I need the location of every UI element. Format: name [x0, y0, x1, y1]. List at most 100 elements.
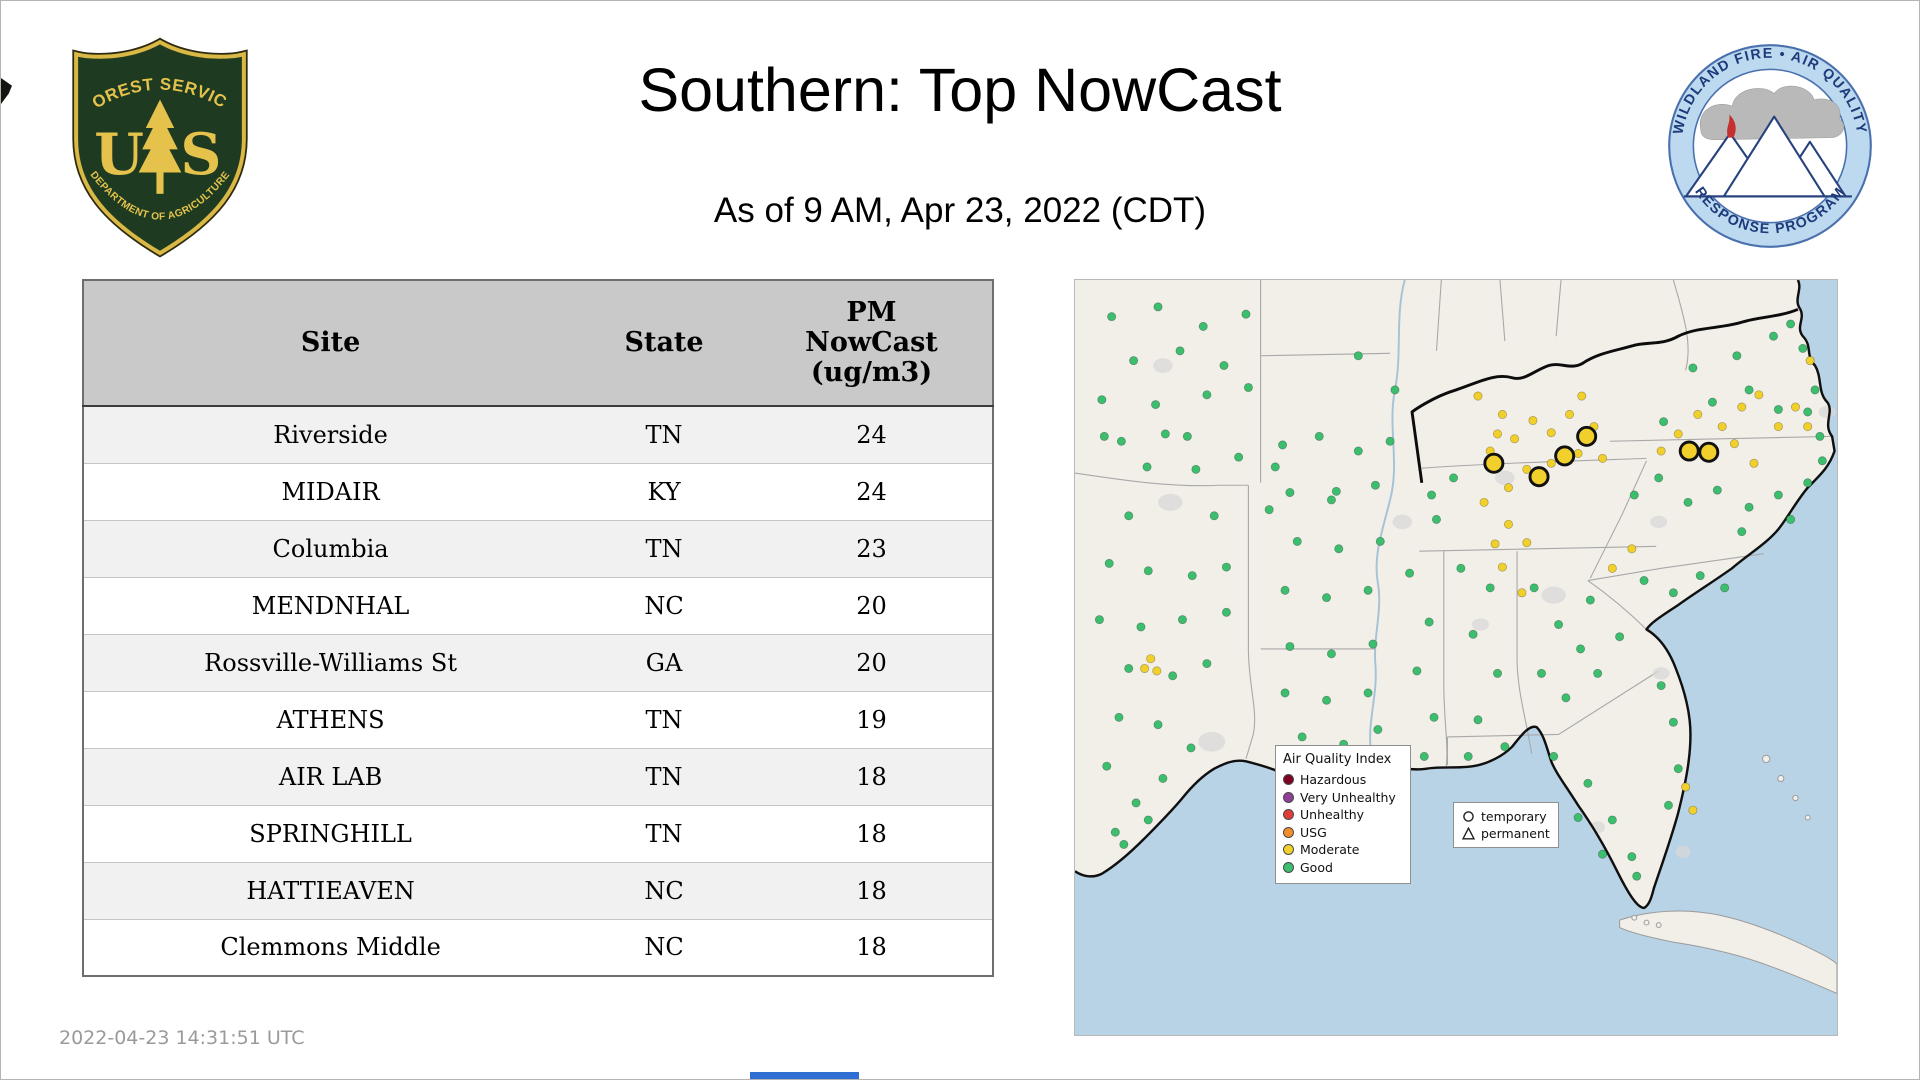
good-monitor-dot	[1529, 583, 1539, 593]
good-monitor-dot	[1187, 571, 1197, 581]
aqi-legend-item: Moderate	[1283, 841, 1403, 859]
aqi-color-swatch	[1283, 826, 1294, 838]
page-subtitle: As of 9 AM, Apr 23, 2022 (CDT)	[713, 191, 1207, 230]
moderate-monitor-dot	[1573, 448, 1583, 458]
good-monitor-dot	[1412, 666, 1422, 676]
good-monitor-dot	[1375, 536, 1385, 546]
aqi-color-swatch	[1283, 809, 1294, 821]
aqi-legend-label: Good	[1300, 859, 1333, 875]
moderate-monitor-dot	[1522, 464, 1532, 474]
table-header-row: Site State PM NowCast (ug/m3)	[83, 280, 993, 407]
good-monitor-dot	[1221, 607, 1231, 617]
table-row: HATTIEAVEN NC 18	[83, 861, 993, 919]
site-cell: SPRINGHILL	[83, 804, 578, 862]
site-column-header: Site	[83, 280, 578, 407]
aqi-legend-item: Hazardous	[1283, 771, 1403, 789]
good-monitor-dot	[1468, 629, 1478, 639]
moderate-monitor-dot	[1688, 805, 1698, 815]
good-monitor-dot	[1191, 464, 1201, 474]
good-monitor-dot	[1182, 431, 1192, 441]
pm-value-cell: 18	[750, 918, 993, 976]
state-cell: TN	[577, 690, 751, 748]
good-monitor-dot	[1202, 390, 1212, 400]
marker-legend-label: temporary	[1481, 809, 1547, 824]
aqi-legend-title: Air Quality Index	[1283, 752, 1392, 767]
good-monitor-dot	[1656, 681, 1666, 691]
good-monitor-dot	[1285, 488, 1295, 498]
good-monitor-dot	[1786, 514, 1796, 524]
good-monitor-dot	[1585, 595, 1595, 605]
triangle-marker-icon	[1462, 827, 1475, 840]
aqi-legend-item: Good	[1283, 859, 1403, 877]
moderate-monitor-dot	[1693, 409, 1703, 419]
good-monitor-dot	[1668, 717, 1678, 727]
pine-tree-icon	[138, 99, 182, 194]
good-monitor-dot	[1720, 583, 1730, 593]
good-monitor-dot	[1243, 382, 1253, 393]
left-edge-artifact	[1, 78, 12, 104]
pm-value-cell: 20	[750, 576, 993, 634]
moderate-monitor-dot	[1717, 422, 1727, 432]
good-monitor-dot	[1102, 761, 1112, 771]
good-monitor-dot	[1331, 486, 1341, 496]
pm-value-cell: 20	[750, 633, 993, 691]
site-cell: Clemmons Middle	[83, 918, 578, 976]
pm-value-cell: 24	[750, 405, 993, 463]
moderate-monitor-dot	[1528, 415, 1538, 426]
good-monitor-dot	[1116, 436, 1126, 446]
moderate-monitor-dot	[1140, 663, 1150, 674]
pm-value-cell: 18	[750, 747, 993, 805]
good-monitor-dot	[1449, 473, 1459, 483]
good-monitor-dot	[1629, 490, 1639, 500]
good-monitor-dot	[1744, 385, 1754, 395]
marker-legend-item: permanent	[1462, 825, 1550, 842]
usfs-letter-s: S	[180, 122, 221, 188]
good-monitor-dot	[1177, 615, 1187, 625]
good-monitor-dot	[1598, 849, 1608, 859]
good-monitor-dot	[1110, 827, 1120, 837]
good-monitor-dot	[1292, 536, 1302, 546]
good-monitor-dot	[1124, 511, 1134, 521]
site-cell: MENDNHAL	[83, 576, 578, 634]
good-monitor-dot	[1463, 751, 1473, 761]
moderate-monitor-dot	[1598, 453, 1608, 463]
good-monitor-dot	[1737, 527, 1747, 537]
good-monitor-dot	[1607, 815, 1617, 825]
moderate-monitor-dot	[1790, 402, 1800, 412]
good-monitor-dot	[1493, 668, 1503, 678]
usfs-letter-u: U	[94, 122, 144, 188]
top-site-marker	[1698, 441, 1720, 463]
good-monitor-dot	[1576, 644, 1586, 654]
good-monitor-dot	[1561, 693, 1571, 703]
good-monitor-dot	[1322, 695, 1332, 705]
mountains-icon	[1684, 115, 1847, 198]
good-monitor-dot	[1712, 485, 1722, 495]
good-monitor-dot	[1815, 431, 1825, 441]
good-monitor-dot	[1153, 302, 1163, 312]
good-monitor-dot	[1573, 813, 1583, 823]
good-monitor-dot	[1270, 462, 1280, 472]
good-monitor-dot	[1583, 778, 1593, 788]
good-monitor-dot	[1549, 751, 1559, 761]
good-monitor-dot	[1124, 663, 1134, 674]
good-monitor-dot	[1668, 588, 1678, 598]
top-site-marker	[1678, 440, 1700, 462]
good-monitor-dot	[1143, 815, 1153, 825]
good-monitor-dot	[1114, 712, 1124, 722]
top-site-marker	[1528, 466, 1550, 488]
good-monitor-dot	[1107, 312, 1117, 322]
moderate-monitor-dot	[1522, 538, 1532, 548]
good-monitor-dot	[1297, 732, 1307, 742]
good-monitor-dot	[1334, 544, 1344, 554]
site-cell: Rossville-Williams St	[83, 633, 578, 691]
good-monitor-dot	[1326, 649, 1336, 659]
good-monitor-dot	[1663, 800, 1673, 810]
good-monitor-dot	[1627, 852, 1637, 862]
good-monitor-dot	[1803, 407, 1813, 417]
good-monitor-dot	[1536, 668, 1546, 678]
moderate-monitor-dot	[1546, 458, 1556, 468]
state-cell: NC	[577, 576, 751, 634]
good-monitor-dot	[1673, 764, 1683, 774]
small-islands	[1631, 754, 1811, 928]
table-row: Rossville-Williams St GA 20	[83, 633, 993, 691]
